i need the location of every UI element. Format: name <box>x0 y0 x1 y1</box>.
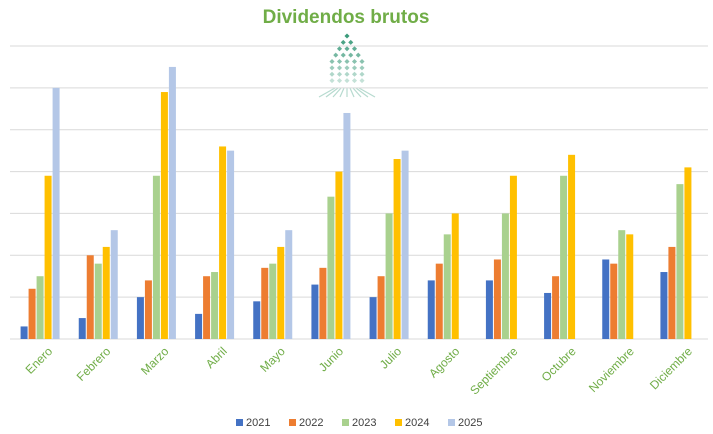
bar-2021-mayo <box>253 301 261 339</box>
bar-2021-septiembre <box>485 280 493 339</box>
x-tick-label: Junio <box>316 344 346 374</box>
bar-2025-junio <box>343 112 351 339</box>
bar-2022-julio <box>377 276 385 339</box>
bar-2023-julio <box>385 213 393 339</box>
bar-2023-mayo <box>269 263 277 339</box>
legend-entry-2025: 2025 <box>458 417 482 429</box>
bar-2021-abril <box>195 313 203 339</box>
legend: 2021 2022 2023 2024 2025 <box>236 417 482 429</box>
bar-2024-octubre <box>568 154 576 339</box>
x-tick-label: Abril <box>203 344 230 371</box>
bar-2023-abril <box>211 272 219 339</box>
bar-2023-agosto <box>443 234 451 339</box>
bar-2023-octubre <box>560 175 568 339</box>
x-tick-label: Diciembre <box>647 344 695 392</box>
x-tick-label: Marzo <box>138 344 172 378</box>
bar-2021-octubre <box>544 292 552 339</box>
bar-2021-marzo <box>136 297 144 339</box>
bar-2024-julio <box>393 159 401 339</box>
bar-2022-enero <box>28 288 36 339</box>
legend-entry-2022: 2022 <box>299 417 323 429</box>
bar-2025-abril <box>227 150 235 339</box>
x-tick-label: Agosto <box>426 344 463 381</box>
bar-2024-enero <box>44 175 52 339</box>
x-tick-label: Julio <box>377 344 405 372</box>
bar-2024-mayo <box>277 246 285 339</box>
legend-swatch-2025 <box>448 419 455 426</box>
bar-2024-agosto <box>451 213 459 339</box>
legend-entry-2023: 2023 <box>352 417 376 429</box>
bar-2024-febrero <box>102 246 110 339</box>
bar-2023-septiembre <box>501 213 509 339</box>
bar-2022-junio <box>319 267 327 339</box>
bar-2025-febrero <box>110 230 118 339</box>
bar-2024-diciembre <box>684 167 692 339</box>
x-tick-label: Mayo <box>257 344 288 375</box>
legend-swatch-2022 <box>289 419 296 426</box>
bar-2022-febrero <box>86 255 94 339</box>
gridlines <box>10 45 708 340</box>
legend-swatch-2024 <box>395 419 402 426</box>
bar-2024-marzo <box>160 92 168 340</box>
bar-2021-enero <box>20 326 28 339</box>
bar-2023-enero <box>36 276 44 339</box>
bar-2025-marzo <box>168 66 176 339</box>
bar-2021-agosto <box>427 280 435 339</box>
bar-2021-noviembre <box>602 259 610 339</box>
bar-2025-enero <box>52 87 60 339</box>
chart-title: Dividendos brutos <box>263 7 430 28</box>
bar-2022-marzo <box>144 280 152 339</box>
legend-swatch-2021 <box>236 419 243 426</box>
bar-2022-agosto <box>435 263 443 339</box>
bar-2024-noviembre <box>626 234 634 339</box>
bar-2021-julio <box>369 297 377 339</box>
bar-2025-julio <box>401 150 409 339</box>
x-axis-ticks: Enero Febrero Marzo Abril Mayo Junio Julio Agos… <box>23 344 696 398</box>
bar-2021-diciembre <box>660 272 668 339</box>
bars <box>20 66 692 340</box>
legend-swatch-2023 <box>342 419 349 426</box>
bar-2023-febrero <box>94 263 102 339</box>
bar-2023-marzo <box>152 175 160 339</box>
x-tick-label: Noviembre <box>586 344 637 395</box>
bar-2022-mayo <box>261 267 269 339</box>
x-tick-label: Septiembre <box>467 344 521 398</box>
legend-entry-2021: 2021 <box>246 417 270 429</box>
bar-2024-septiembre <box>509 175 517 339</box>
x-tick-label: Octubre <box>539 344 579 384</box>
bar-2023-diciembre <box>676 184 684 339</box>
bar-2022-noviembre <box>610 263 618 339</box>
x-tick-label: Enero <box>23 344 56 377</box>
bar-2021-febrero <box>78 318 86 339</box>
bar-2025-mayo <box>285 230 293 339</box>
legend-entry-2024: 2024 <box>405 417 429 429</box>
bar-2024-junio <box>335 171 343 339</box>
bar-2022-septiembre <box>493 259 501 339</box>
x-tick-label: Febrero <box>74 344 114 384</box>
bar-2023-noviembre <box>618 230 626 339</box>
bar-2022-octubre <box>552 276 560 339</box>
bar-2022-diciembre <box>668 246 676 339</box>
bar-2023-junio <box>327 196 335 339</box>
bar-2024-abril <box>219 146 227 339</box>
bar-2022-abril <box>203 276 211 339</box>
bar-2021-junio <box>311 284 319 339</box>
